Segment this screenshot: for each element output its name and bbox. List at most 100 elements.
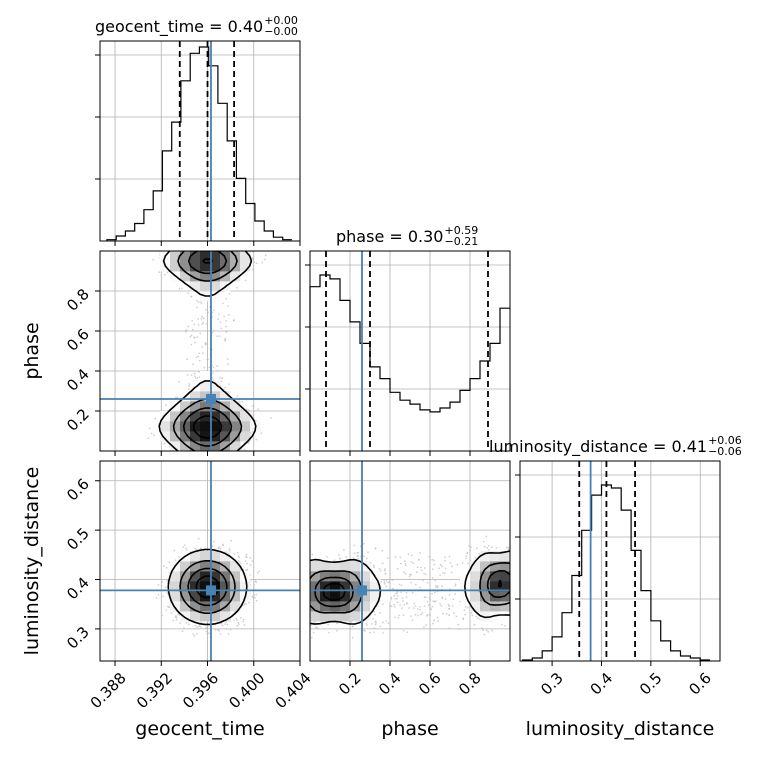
scatter-point [247,442,250,444]
density-cell [180,401,191,412]
density-cell [310,561,321,572]
density-cell [360,601,371,612]
scatter-point [183,544,186,547]
scatter-point [166,605,169,608]
scatter-point [369,631,371,634]
density-cell [350,581,361,592]
density-cell [180,571,191,582]
title-lower-error-phase: −0.21 [444,235,478,248]
x-tick-label-luminosity-distance: 0.4 [587,669,617,699]
density-cell [320,571,331,582]
density-cell [230,401,241,412]
scatter-point [444,559,446,562]
scatter-point [400,584,403,587]
scatter-point [198,359,201,362]
scatter-point [245,569,248,571]
density-cell [200,551,211,562]
panel-frame-2-1 [309,460,511,662]
density-cell [170,421,181,432]
scatter-point [157,593,160,596]
scatter-point [422,579,424,582]
density-cell [360,571,371,582]
density-cell [470,601,481,612]
scatter-point [223,386,226,389]
scatter-point [433,600,436,603]
scatter-point [424,573,427,576]
scatter-point [236,551,239,554]
scatter-point [264,254,267,257]
title-upper-error-luminosity-distance: +0.06 [708,434,742,447]
density-cell [170,411,181,422]
scatter-point [185,329,188,331]
title-lower-error-geocent-time: −0.00 [264,25,298,38]
scatter-point [217,547,220,550]
scatter-point [454,583,457,586]
density-cell [360,591,371,602]
y-tick-label-phase: 0.2 [63,405,93,435]
scatter-point [193,323,196,326]
density-cell [200,251,211,262]
density-cell [230,271,241,282]
density-cell [170,591,181,602]
scatter-point [504,624,506,627]
scatter-point [418,559,420,561]
scatter-point [270,417,272,419]
density-cell [340,591,351,602]
scatter-point [345,556,348,559]
x-tick-label-luminosity-distance: 0.6 [685,669,715,699]
title-lower-error-luminosity-distance: −0.06 [708,445,742,458]
scatter-point [311,553,314,556]
scatter-point [200,626,203,628]
density-cell [190,401,201,412]
scatter-point [441,585,443,588]
density-cell [360,561,371,572]
scatter-point [491,629,493,632]
density-cell [310,601,321,612]
scatter-point [226,305,229,307]
density-cell [180,581,191,592]
scatter-point [384,573,387,575]
scatter-point [197,625,200,628]
scatter-point [241,401,244,403]
scatter-point [243,624,246,626]
density-cell [170,571,181,582]
scatter-point [310,624,312,626]
scatter-point [380,580,383,583]
scatter-point [431,577,434,579]
contour-line [172,251,243,451]
scatter-point [420,613,422,616]
scatter-point [153,434,155,437]
scatter-point [252,257,255,260]
density-cell [220,391,231,402]
density-cell [230,601,241,612]
scatter-point [410,561,413,563]
scatter-point [408,607,410,609]
scatter-point [218,335,221,337]
scatter-point [197,355,200,358]
density-cell [230,591,241,602]
scatter-point [482,629,484,632]
scatter-point [464,557,467,560]
scatter-point [249,564,252,567]
scatter-point [437,585,439,587]
scatter-point [387,622,390,625]
scatter-point [441,596,443,599]
scatter-point [385,620,388,622]
scatter-point [438,567,440,570]
scatter-point [257,408,260,411]
scatter-point [469,559,472,562]
density-cell [230,561,241,572]
scatter-point [429,593,431,595]
density-cell [500,571,510,582]
scatter-point [467,562,469,565]
scatter-point [186,358,188,361]
density-cell [190,561,201,572]
scatter-point [447,603,450,606]
scatter-point [216,369,219,372]
scatter-point [419,552,421,554]
density-cell [340,581,351,592]
scatter-point [253,261,256,263]
scatter-point [160,584,163,587]
contour-line [182,251,233,447]
x-tick-label-phase: 0.8 [455,669,485,699]
